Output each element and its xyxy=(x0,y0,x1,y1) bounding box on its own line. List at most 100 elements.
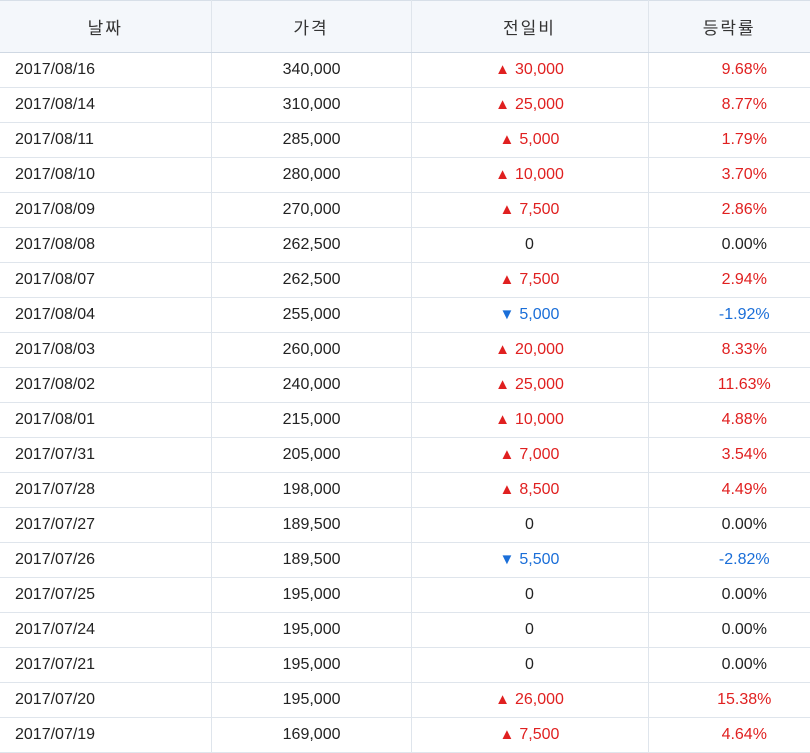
table-row: 2017/07/28 198,000 ▲ 8,500 4.49% xyxy=(0,472,810,508)
table-row: 2017/08/16 340,000 ▲ 30,000 9.68% xyxy=(0,52,810,88)
cell-rate: 3.54% xyxy=(648,437,810,473)
triangle-up-icon: ▲ xyxy=(495,411,510,428)
change-value: 10,000 xyxy=(514,166,564,183)
table-row: 2017/08/08 262,500 0 0.00% xyxy=(0,227,810,263)
change-value: 7,500 xyxy=(519,726,560,743)
change-value: 0 xyxy=(525,621,534,638)
triangle-up-icon: ▲ xyxy=(499,131,515,148)
cell-price: 240,000 xyxy=(211,367,412,403)
change-value: 20,000 xyxy=(514,341,564,358)
cell-change: ▲ 30,000 xyxy=(411,52,649,88)
change-value: 0 xyxy=(525,516,534,533)
cell-price: 195,000 xyxy=(211,647,412,683)
cell-date: 2017/08/04 xyxy=(0,297,212,333)
cell-price: 262,500 xyxy=(211,262,412,298)
cell-date: 2017/08/01 xyxy=(0,402,212,438)
cell-change: ▲ 10,000 xyxy=(411,157,649,193)
table-row: 2017/08/07 262,500 ▲ 7,500 2.94% xyxy=(0,262,810,298)
cell-rate: 2.94% xyxy=(648,262,810,298)
cell-change: ▲ 26,000 xyxy=(411,682,649,718)
change-value: 5,000 xyxy=(519,306,560,323)
change-value: 7,500 xyxy=(519,271,560,288)
cell-date: 2017/08/11 xyxy=(0,122,212,158)
cell-date: 2017/07/19 xyxy=(0,717,212,753)
cell-change: ▲ 8,500 xyxy=(411,472,649,508)
cell-rate: 2.86% xyxy=(648,192,810,228)
cell-rate: 0.00% xyxy=(648,577,810,613)
change-value: 25,000 xyxy=(514,376,564,393)
cell-rate: 0.00% xyxy=(648,507,810,543)
cell-date: 2017/07/27 xyxy=(0,507,212,543)
cell-date: 2017/08/09 xyxy=(0,192,212,228)
cell-date: 2017/07/26 xyxy=(0,542,212,578)
table-row: 2017/07/20 195,000 ▲ 26,000 15.38% xyxy=(0,682,810,718)
cell-date: 2017/08/14 xyxy=(0,87,212,123)
change-value: 26,000 xyxy=(514,691,564,708)
cell-change: 0 xyxy=(411,507,649,543)
triangle-up-icon: ▲ xyxy=(495,341,510,358)
table-row: 2017/08/03 260,000 ▲ 20,000 8.33% xyxy=(0,332,810,368)
cell-price: 169,000 xyxy=(211,717,412,753)
change-value: 7,000 xyxy=(519,446,560,463)
cell-rate: 0.00% xyxy=(648,647,810,683)
cell-change: ▲ 7,500 xyxy=(411,262,649,298)
change-value: 10,000 xyxy=(514,411,564,428)
cell-date: 2017/07/20 xyxy=(0,682,212,718)
cell-price: 205,000 xyxy=(211,437,412,473)
header-rate[interactable]: 등락률 xyxy=(648,0,810,53)
cell-price: 260,000 xyxy=(211,332,412,368)
cell-price: 280,000 xyxy=(211,157,412,193)
table-row: 2017/08/01 215,000 ▲ 10,000 4.88% xyxy=(0,402,810,438)
cell-change: 0 xyxy=(411,612,649,648)
cell-change: ▲ 20,000 xyxy=(411,332,649,368)
cell-change: ▲ 25,000 xyxy=(411,87,649,123)
cell-price: 215,000 xyxy=(211,402,412,438)
cell-price: 262,500 xyxy=(211,227,412,263)
cell-date: 2017/08/03 xyxy=(0,332,212,368)
triangle-up-icon: ▲ xyxy=(495,96,510,113)
cell-rate: 15.38% xyxy=(648,682,810,718)
triangle-up-icon: ▲ xyxy=(499,446,515,463)
cell-rate: 9.68% xyxy=(648,52,810,88)
cell-date: 2017/07/28 xyxy=(0,472,212,508)
triangle-down-icon: ▼ xyxy=(499,551,515,568)
cell-price: 198,000 xyxy=(211,472,412,508)
table-row: 2017/07/19 169,000 ▲ 7,500 4.64% xyxy=(0,717,810,753)
triangle-up-icon: ▲ xyxy=(495,166,510,183)
triangle-up-icon: ▲ xyxy=(495,376,510,393)
cell-date: 2017/08/08 xyxy=(0,227,212,263)
cell-price: 270,000 xyxy=(211,192,412,228)
triangle-up-icon: ▲ xyxy=(495,691,510,708)
cell-date: 2017/08/07 xyxy=(0,262,212,298)
change-value: 8,500 xyxy=(519,481,560,498)
change-value: 0 xyxy=(525,656,534,673)
table-row: 2017/08/02 240,000 ▲ 25,000 11.63% xyxy=(0,367,810,403)
cell-rate: 0.00% xyxy=(648,612,810,648)
cell-change: ▼ 5,500 xyxy=(411,542,649,578)
cell-price: 189,500 xyxy=(211,542,412,578)
cell-rate: -2.82% xyxy=(648,542,810,578)
table-body: 2017/08/16 340,000 ▲ 30,000 9.68% 2017/08/14 3… xyxy=(0,52,810,753)
change-value: 7,500 xyxy=(519,201,560,218)
cell-change: 0 xyxy=(411,577,649,613)
change-value: 0 xyxy=(525,586,534,603)
cell-rate: 0.00% xyxy=(648,227,810,263)
header-change[interactable]: 전일비 xyxy=(411,0,649,53)
table-row: 2017/08/04 255,000 ▼ 5,000 -1.92% xyxy=(0,297,810,333)
cell-price: 189,500 xyxy=(211,507,412,543)
header-price[interactable]: 가격 xyxy=(211,0,412,53)
cell-change: ▼ 5,000 xyxy=(411,297,649,333)
change-value: 5,000 xyxy=(519,131,560,148)
cell-rate: 1.79% xyxy=(648,122,810,158)
cell-change: ▲ 5,000 xyxy=(411,122,649,158)
cell-change: 0 xyxy=(411,647,649,683)
cell-date: 2017/08/10 xyxy=(0,157,212,193)
cell-change: ▲ 7,500 xyxy=(411,717,649,753)
cell-date: 2017/08/02 xyxy=(0,367,212,403)
table-row: 2017/08/14 310,000 ▲ 25,000 8.77% xyxy=(0,87,810,123)
cell-rate: 4.64% xyxy=(648,717,810,753)
header-date[interactable]: 날짜 xyxy=(0,0,212,53)
cell-rate: 4.49% xyxy=(648,472,810,508)
cell-rate: 11.63% xyxy=(648,367,810,403)
